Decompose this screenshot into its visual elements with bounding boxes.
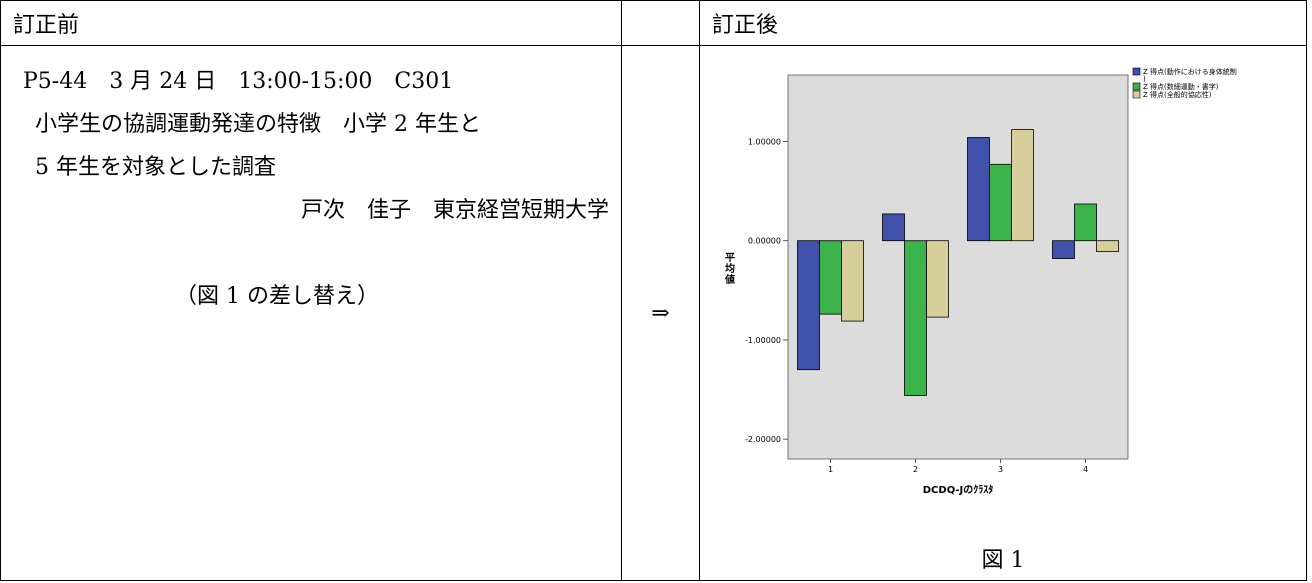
header-after: 訂正後 [699,0,1307,46]
after-cell: 1.00000 0.00000 -1.00000 -2.00000 平均値 1 2 3 4 DCD… [699,45,1307,581]
arrow-cell: ⇒ [621,45,700,581]
session-line: P5-44 3 月 24 日 13:00-15:00 C301 [23,69,454,94]
bar [882,213,905,242]
title-line-1: 小学生の協調運動発達の特徴 小学 2 年生と [35,112,481,137]
bar [1052,240,1075,259]
legend-swatch [1132,82,1141,91]
title-line-2: 5 年生を対象とした調査 [35,155,276,180]
x-tick-label: 4 [1083,465,1088,474]
figure-caption: 図 1 [981,548,1025,573]
legend-label: Z 得点(数細運動・書字) [1143,82,1219,91]
legend-label: Z 得点(全般的協応性) [1143,90,1212,99]
before-cell: P5-44 3 月 24 日 13:00-15:00 C301 小学生の協調運動… [0,45,622,581]
y-tick-label: 1.00000 [748,137,781,146]
y-axis-label: 値 [724,273,735,286]
y-tick-label: -1.00000 [745,336,781,345]
header-spacer [621,0,700,46]
bar [1096,240,1119,253]
x-axis-label: DCDQ-Jのｸﾗｽﾀ [923,483,994,496]
y-tick-label: -2.00000 [745,435,781,444]
bar [797,240,820,371]
y-axis-label: 平 [725,252,735,264]
bar [1011,129,1034,242]
author-line: 戸次 佳子 東京経営短期大学 [300,198,609,223]
bar [819,240,842,315]
y-axis-label: 均 [725,262,735,275]
bar [967,137,990,242]
replacement-note: （図 1 の差し替え） [175,284,379,309]
x-tick-label: 2 [913,465,918,474]
bar [926,240,949,318]
legend-swatch [1132,90,1141,99]
bar [1074,203,1097,242]
bar [841,240,864,322]
legend-label: Z 得点(動作における身体統制 [1143,67,1237,76]
bar-chart: 1.00000 0.00000 -1.00000 -2.00000 平均値 1 2 3 4 DCD… [724,67,1237,496]
bar [904,240,927,396]
bar [989,163,1012,242]
legend-label: ) [1143,75,1146,83]
legend-swatch [1132,67,1141,76]
x-tick-label: 3 [998,465,1003,474]
header-before: 訂正前 [0,0,622,46]
x-tick-label: 1 [828,465,833,474]
y-tick-label: 0.00000 [748,237,781,246]
